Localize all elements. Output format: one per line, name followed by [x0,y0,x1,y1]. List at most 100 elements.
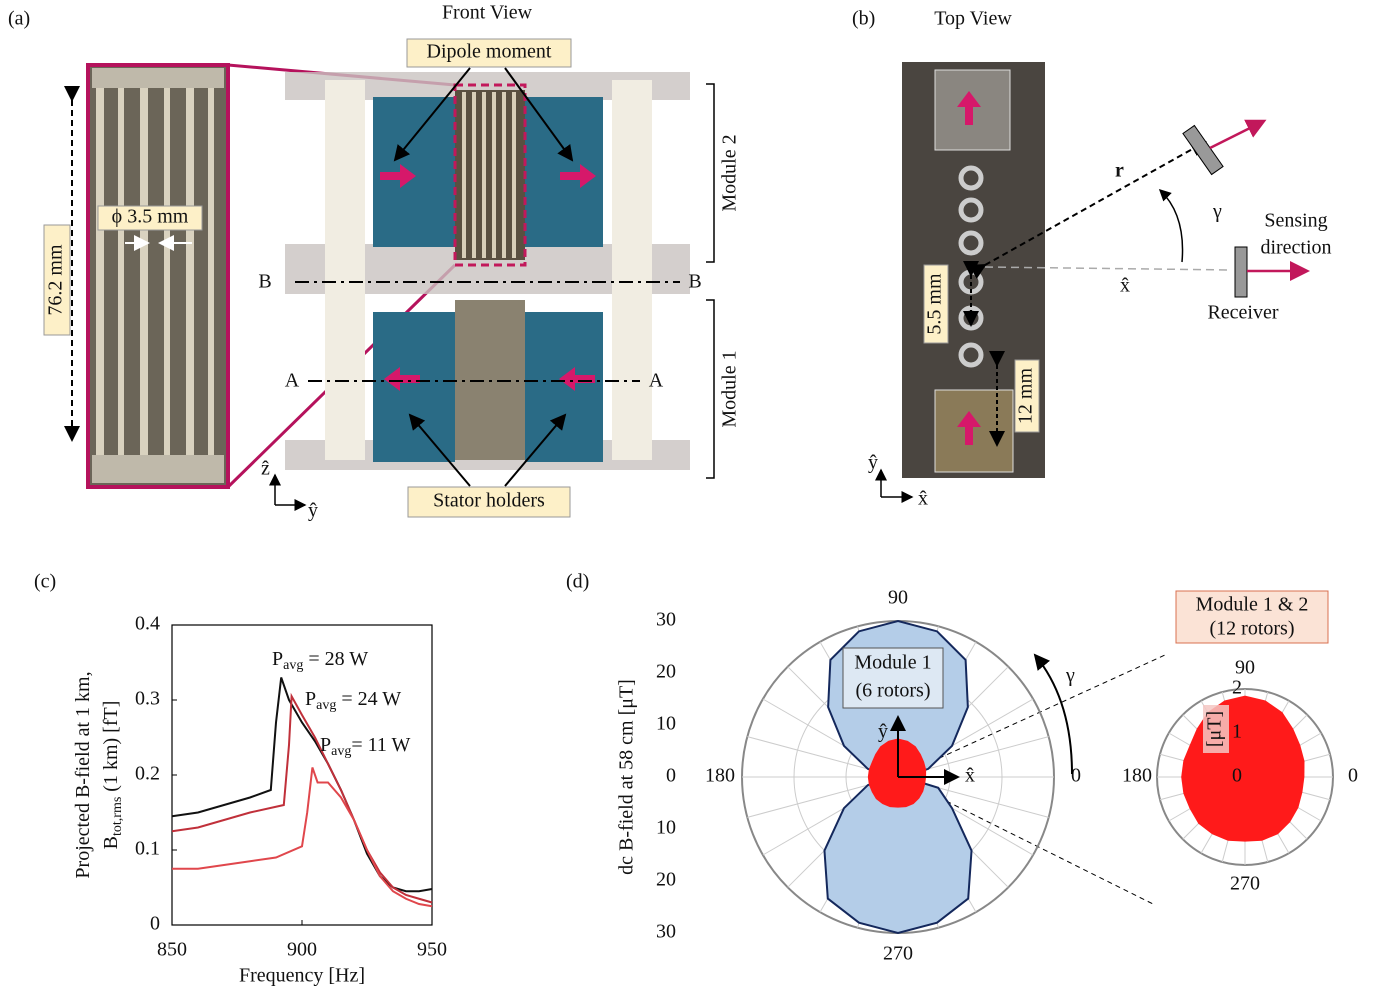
angle-label: 180 [1122,765,1152,787]
bracket [706,299,715,479]
annotation: Pavg = 24 W [305,688,401,714]
panel-label: (c) [34,571,56,593]
annotation-main: P [320,734,331,756]
module-label: Module 1 [719,350,741,427]
diameter-label: ϕ 3.5 mm [112,206,189,228]
axis-label: ẑ [261,458,270,480]
r-tick-label: 30 [656,609,676,631]
angle-label: 90 [888,587,908,609]
section-label: B [688,271,701,293]
r-tick-label: 10 [656,817,676,839]
annotation-rest: = 24 W [336,688,401,710]
annotation-main: P [272,648,283,670]
r-vector [968,141,1207,279]
unit-box [1203,705,1229,753]
dipole-box [453,83,527,267]
r-tick-label: 2 [1232,677,1242,699]
magnet [934,389,1014,473]
module-label: Module 2 [719,134,741,211]
callout: Sensing [1264,210,1327,232]
title-box [1175,590,1329,644]
y-tick-label: 0 [150,913,160,935]
axis-label: x̂ [918,488,928,510]
angle-label: 0 [1348,765,1358,787]
angle-label: γ [1212,201,1222,223]
dim-label: 12 mm [1015,368,1037,425]
view-title: Front View [442,2,533,24]
arrow [957,91,981,125]
panel-label: (b) [852,8,875,30]
label-box [842,647,944,709]
r-tick-label: 0 [666,765,676,787]
y-tick-label: 0.4 [135,613,160,635]
annotation-sub: avg [331,744,351,759]
arrow [504,67,574,162]
section-label: B [258,271,271,293]
dim-label: 5.5 mm [924,273,946,335]
data-area [1181,695,1305,842]
receiver-icon [1182,124,1224,176]
data-area [867,738,927,808]
annotation-main: P [305,688,316,710]
y-axis-label-main: B [100,836,122,849]
r-tick-label: 0 [1232,765,1242,787]
panel-label: (d) [566,571,589,593]
axis-label: ŷ [868,452,878,474]
chart-title: (12 rotors) [1210,618,1295,640]
r-tick-label: 20 [656,661,676,683]
label-box [923,264,949,344]
x-axis-label: Frequency [Hz] [239,965,365,987]
label-box [97,205,203,231]
label-box [406,38,572,68]
annotation: Pavg = 28 W [272,648,368,674]
annotation: Pavg= 11 W [320,734,411,760]
device-photo [285,72,690,470]
zoom-line [897,654,1166,778]
label-box [407,486,571,518]
rotor-stripes [92,68,224,483]
annotation-sub: avg [316,698,336,713]
arrow [504,413,567,487]
view-title: Top View [934,8,1012,30]
gamma-arc [1033,653,1073,775]
panel-b: (b) Top View 5.5 mm 12 mm r⃗ γ Sensing d… [852,8,1332,510]
r-tick-label: 1 [1232,721,1242,743]
chart-title: Module 1 & 2 [1196,594,1309,616]
section-label: A [649,370,664,392]
data-line [171,692,433,904]
y-axis-label: dc B-field at 58 cm [μT] [616,679,638,875]
angle-label: 270 [883,943,913,965]
annotation: (6 rotors) [856,680,931,702]
angle-label: 0 [1071,765,1081,787]
zoom-photo [86,63,230,489]
callout: Receiver [1207,302,1278,324]
axis-label: ŷ [878,721,888,743]
y-axis-label: Btot,rms (1 km) [fT] [100,701,126,850]
sensing-arrow [1209,119,1267,150]
axis-label: ŷ [308,500,318,522]
label-box [43,224,71,336]
y-tick-label: 0.1 [135,838,160,860]
axis-label: x̂ [1120,275,1130,297]
r-tick-label: 20 [656,869,676,891]
x-tick-label: 850 [157,939,187,961]
y-tick-label: 0.2 [135,763,160,785]
arrow [393,67,471,162]
arrow [957,411,981,445]
y-axis-label: Projected B-field at 1 km, [72,671,94,878]
y-axis-label-sub: tot,rms [110,797,125,836]
section-label: A [285,370,300,392]
r-tick-label: 10 [656,713,676,735]
vector-label: r⃗ [1115,160,1139,182]
x-tick-label: 950 [417,939,447,961]
y-tick-label: 0.3 [135,688,160,710]
angle-label: γ [1065,665,1075,687]
r-tick-label: 30 [656,921,676,943]
axis-label: x̂ [965,765,975,787]
data-line [172,767,433,908]
gamma-arc [1158,188,1184,263]
callout: Stator holders [433,490,545,512]
panel-label: (a) [8,8,30,30]
